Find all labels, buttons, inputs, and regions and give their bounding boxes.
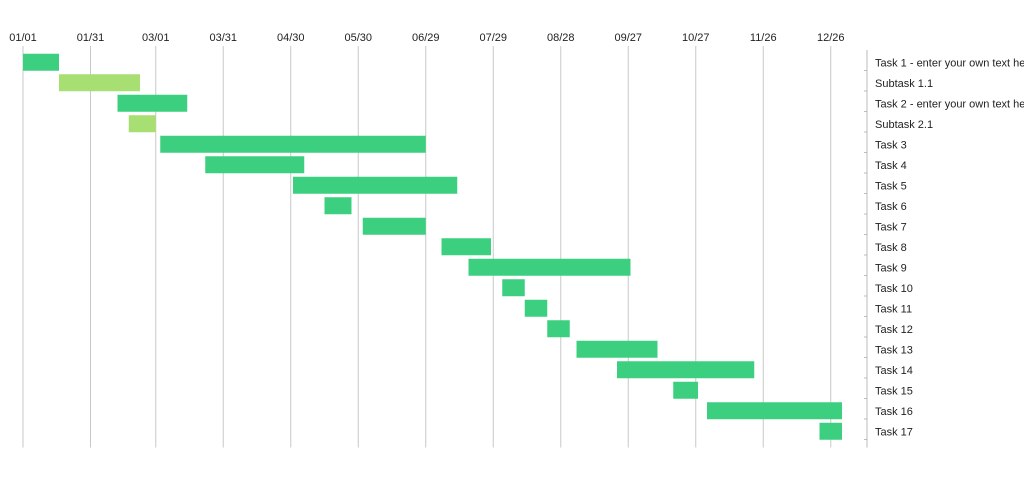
x-tick-label: 12/26 (817, 32, 845, 44)
task-bar (707, 402, 842, 420)
x-tick-label: 03/01 (142, 32, 170, 44)
task-label: Task 2 - enter your own text here (875, 98, 1024, 110)
task-bar (59, 74, 140, 92)
x-tick-label: 09/27 (614, 32, 642, 44)
x-tick-label: 04/30 (277, 32, 305, 44)
task-label: Task 8 (875, 242, 907, 254)
task-label: Task 4 (875, 160, 907, 172)
task-bar (205, 156, 305, 174)
task-label: Task 7 (875, 221, 907, 233)
x-tick-label: 08/28 (547, 32, 575, 44)
task-label: Task 1 - enter your own text here (875, 57, 1024, 69)
task-bar (128, 115, 156, 133)
task-bar (502, 279, 525, 297)
task-labels: Task 1 - enter your own text here Subtask… (864, 57, 1024, 440)
task-label: Task 5 (875, 180, 907, 192)
grid-lines (22, 46, 832, 448)
task-bar (468, 258, 631, 276)
task-bar (160, 135, 426, 153)
x-tick-label: 11/26 (750, 32, 777, 44)
x-tick-label: 03/31 (209, 32, 237, 44)
task-bar (617, 361, 755, 379)
task-bar (441, 238, 491, 256)
task-label: Task 14 (875, 365, 913, 377)
task-label: Task 10 (875, 283, 913, 295)
task-label: Task 3 (875, 139, 907, 151)
task-bar (576, 340, 658, 358)
task-label: Task 13 (875, 344, 913, 356)
x-tick-label: 01/01 (9, 32, 37, 44)
task-bar (673, 381, 698, 399)
x-tick-label: 01/31 (77, 32, 105, 44)
task-bar (23, 53, 59, 71)
task-bar (524, 299, 548, 317)
task-label: Task 11 (875, 303, 912, 315)
task-label: Task 17 (875, 426, 913, 438)
task-label: Task 6 (875, 201, 907, 213)
task-label: Subtask 2.1 (875, 119, 933, 131)
task-bar (547, 320, 570, 338)
task-bar (293, 176, 458, 194)
task-label: Task 15 (875, 385, 913, 397)
task-bar (362, 217, 426, 235)
x-tick-label: 10/27 (682, 32, 710, 44)
x-axis-tick-labels: 01/01 01/31 03/01 03/31 04/30 05/30 06/29 07/29… (9, 32, 844, 44)
task-label: Task 9 (875, 262, 907, 274)
task-bar (819, 422, 842, 440)
x-tick-label: 06/29 (412, 32, 440, 44)
task-label: Subtask 1.1 (875, 78, 933, 90)
task-bars (23, 53, 842, 440)
task-label: Task 16 (875, 406, 913, 418)
task-bar (324, 197, 352, 215)
x-tick-label: 07/29 (479, 32, 507, 44)
task-label: Task 12 (875, 324, 913, 336)
task-bar (117, 94, 188, 112)
x-tick-label: 05/30 (344, 32, 372, 44)
